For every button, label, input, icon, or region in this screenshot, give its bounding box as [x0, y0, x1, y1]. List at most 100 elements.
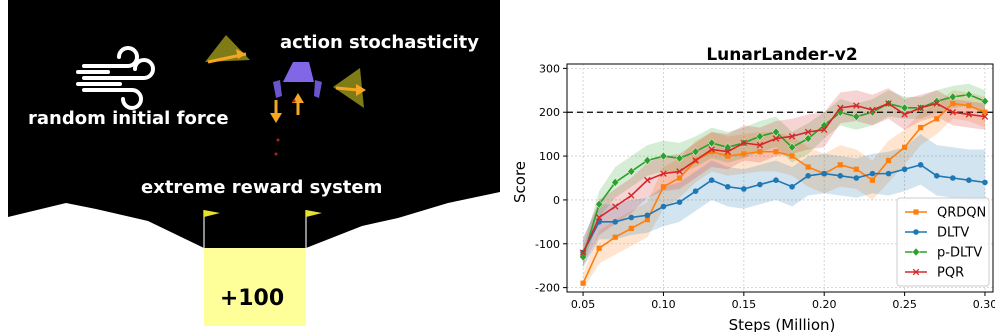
data-point-p-dltv — [755, 131, 764, 141]
data-point-p-dltv — [691, 147, 700, 157]
data-point-dltv — [692, 188, 699, 194]
x-tick-label: 0.20 — [812, 298, 837, 311]
y-tick-label: 300 — [539, 62, 560, 75]
data-point-pqr — [804, 128, 812, 136]
data-point-dltv — [660, 203, 667, 210]
data-point-dltv — [676, 199, 683, 205]
data-point-p-dltv — [788, 142, 796, 152]
landing-pad — [204, 248, 306, 326]
legend-label-pqr: PQR — [937, 266, 964, 281]
y-axis-title: Score — [511, 161, 529, 203]
data-point-dltv — [853, 175, 860, 181]
legend-marker-qrdqn — [913, 209, 919, 215]
data-point-p-dltv — [627, 167, 636, 176]
data-point-dltv — [628, 214, 635, 221]
data-point-p-dltv — [707, 138, 716, 148]
data-point-pqr — [708, 146, 715, 153]
data-point-pqr — [901, 111, 908, 118]
x-tick-label: 0.25 — [892, 298, 917, 311]
y-tick-label: 0 — [553, 194, 560, 207]
data-point-pqr — [611, 203, 619, 210]
y-tick-label: -200 — [535, 282, 560, 295]
data-point-dltv — [773, 177, 779, 183]
data-point-qrdqn — [901, 144, 908, 150]
data-point-dltv — [950, 175, 956, 181]
chart-title: LunarLander-v2 — [706, 45, 857, 65]
data-point-qrdqn — [741, 151, 747, 157]
data-point-p-dltv — [772, 127, 780, 137]
legend-item-dltv: DLTV — [905, 226, 969, 241]
legend-item-pqr: PQR — [905, 266, 964, 281]
data-point-dltv — [821, 170, 828, 177]
data-point-p-dltv — [611, 178, 620, 187]
data-point-dltv — [789, 183, 795, 190]
data-point-pqr — [660, 170, 667, 177]
data-point-qrdqn — [950, 100, 956, 107]
y-tick-label: 200 — [539, 106, 560, 119]
data-point-qrdqn — [934, 116, 940, 122]
data-point-dltv — [805, 173, 811, 179]
data-point-dltv — [885, 170, 892, 177]
data-point-pqr — [917, 104, 924, 112]
data-point-qrdqn — [773, 149, 779, 155]
data-point-qrdqn — [612, 234, 618, 240]
data-point-pqr — [837, 104, 844, 112]
data-point-qrdqn — [676, 175, 683, 181]
data-point-p-dltv — [852, 112, 861, 121]
legend-marker-p-dltv — [912, 247, 920, 257]
data-point-p-dltv — [964, 90, 973, 100]
data-point-p-dltv — [659, 151, 668, 161]
data-point-qrdqn — [628, 225, 634, 232]
x-axis-title: Steps (Million) — [729, 316, 836, 332]
data-point-pqr — [756, 141, 764, 149]
confidence-band-pqr — [583, 88, 985, 266]
wind-icon — [76, 46, 155, 110]
data-point-qrdqn — [709, 149, 715, 155]
data-point-dltv — [917, 162, 924, 168]
series-p-dltv — [579, 90, 989, 262]
data-point-dltv — [982, 179, 988, 186]
data-point-qrdqn — [885, 157, 892, 164]
data-point-pqr — [788, 133, 796, 140]
legend-marker-dltv — [913, 229, 919, 235]
data-point-dltv — [644, 212, 651, 219]
data-point-pqr — [820, 126, 828, 134]
data-point-p-dltv — [643, 156, 652, 165]
data-point-qrdqn — [725, 153, 731, 159]
confidence-band-dltv — [583, 134, 985, 268]
legend-label-dltv: DLTV — [937, 226, 969, 241]
data-point-pqr — [740, 139, 748, 147]
data-point-p-dltv — [981, 96, 989, 106]
data-point-dltv — [757, 181, 763, 188]
thrust-cone-icon — [333, 68, 366, 108]
data-point-pqr — [579, 249, 587, 256]
data-point-qrdqn — [805, 164, 811, 170]
x-tick-label: 0.10 — [651, 298, 676, 311]
data-point-qrdqn — [982, 109, 988, 115]
data-point-dltv — [837, 173, 844, 179]
x-tick-label: 0.05 — [571, 298, 596, 311]
data-point-dltv — [966, 177, 972, 183]
x-tick-label: 0.30 — [973, 298, 995, 311]
data-point-dltv — [901, 166, 908, 173]
confidence-band-p-dltv — [583, 83, 985, 266]
data-point-pqr — [772, 135, 780, 142]
legend-label-qrdqn: QRDQN — [937, 206, 986, 221]
data-point-qrdqn — [660, 184, 667, 190]
series-pqr — [579, 100, 989, 256]
y-tick-label: 100 — [539, 150, 560, 163]
plot-frame — [566, 63, 994, 293]
series-line-pqr — [582, 102, 986, 253]
data-point-qrdqn — [580, 280, 586, 286]
lunar-lander-scene: +100 random initial force action stochas… — [8, 0, 500, 326]
flag-icon — [305, 210, 322, 248]
lander-icon — [273, 62, 322, 98]
data-point-dltv — [869, 170, 876, 177]
data-point-dltv — [724, 183, 731, 190]
reward-label: extreme reward system — [141, 177, 382, 198]
data-point-p-dltv — [900, 103, 909, 113]
data-point-pqr — [949, 108, 957, 116]
data-point-dltv — [612, 219, 619, 225]
legend-item-qrdqn: QRDQN — [905, 206, 986, 221]
data-point-qrdqn — [789, 153, 795, 159]
